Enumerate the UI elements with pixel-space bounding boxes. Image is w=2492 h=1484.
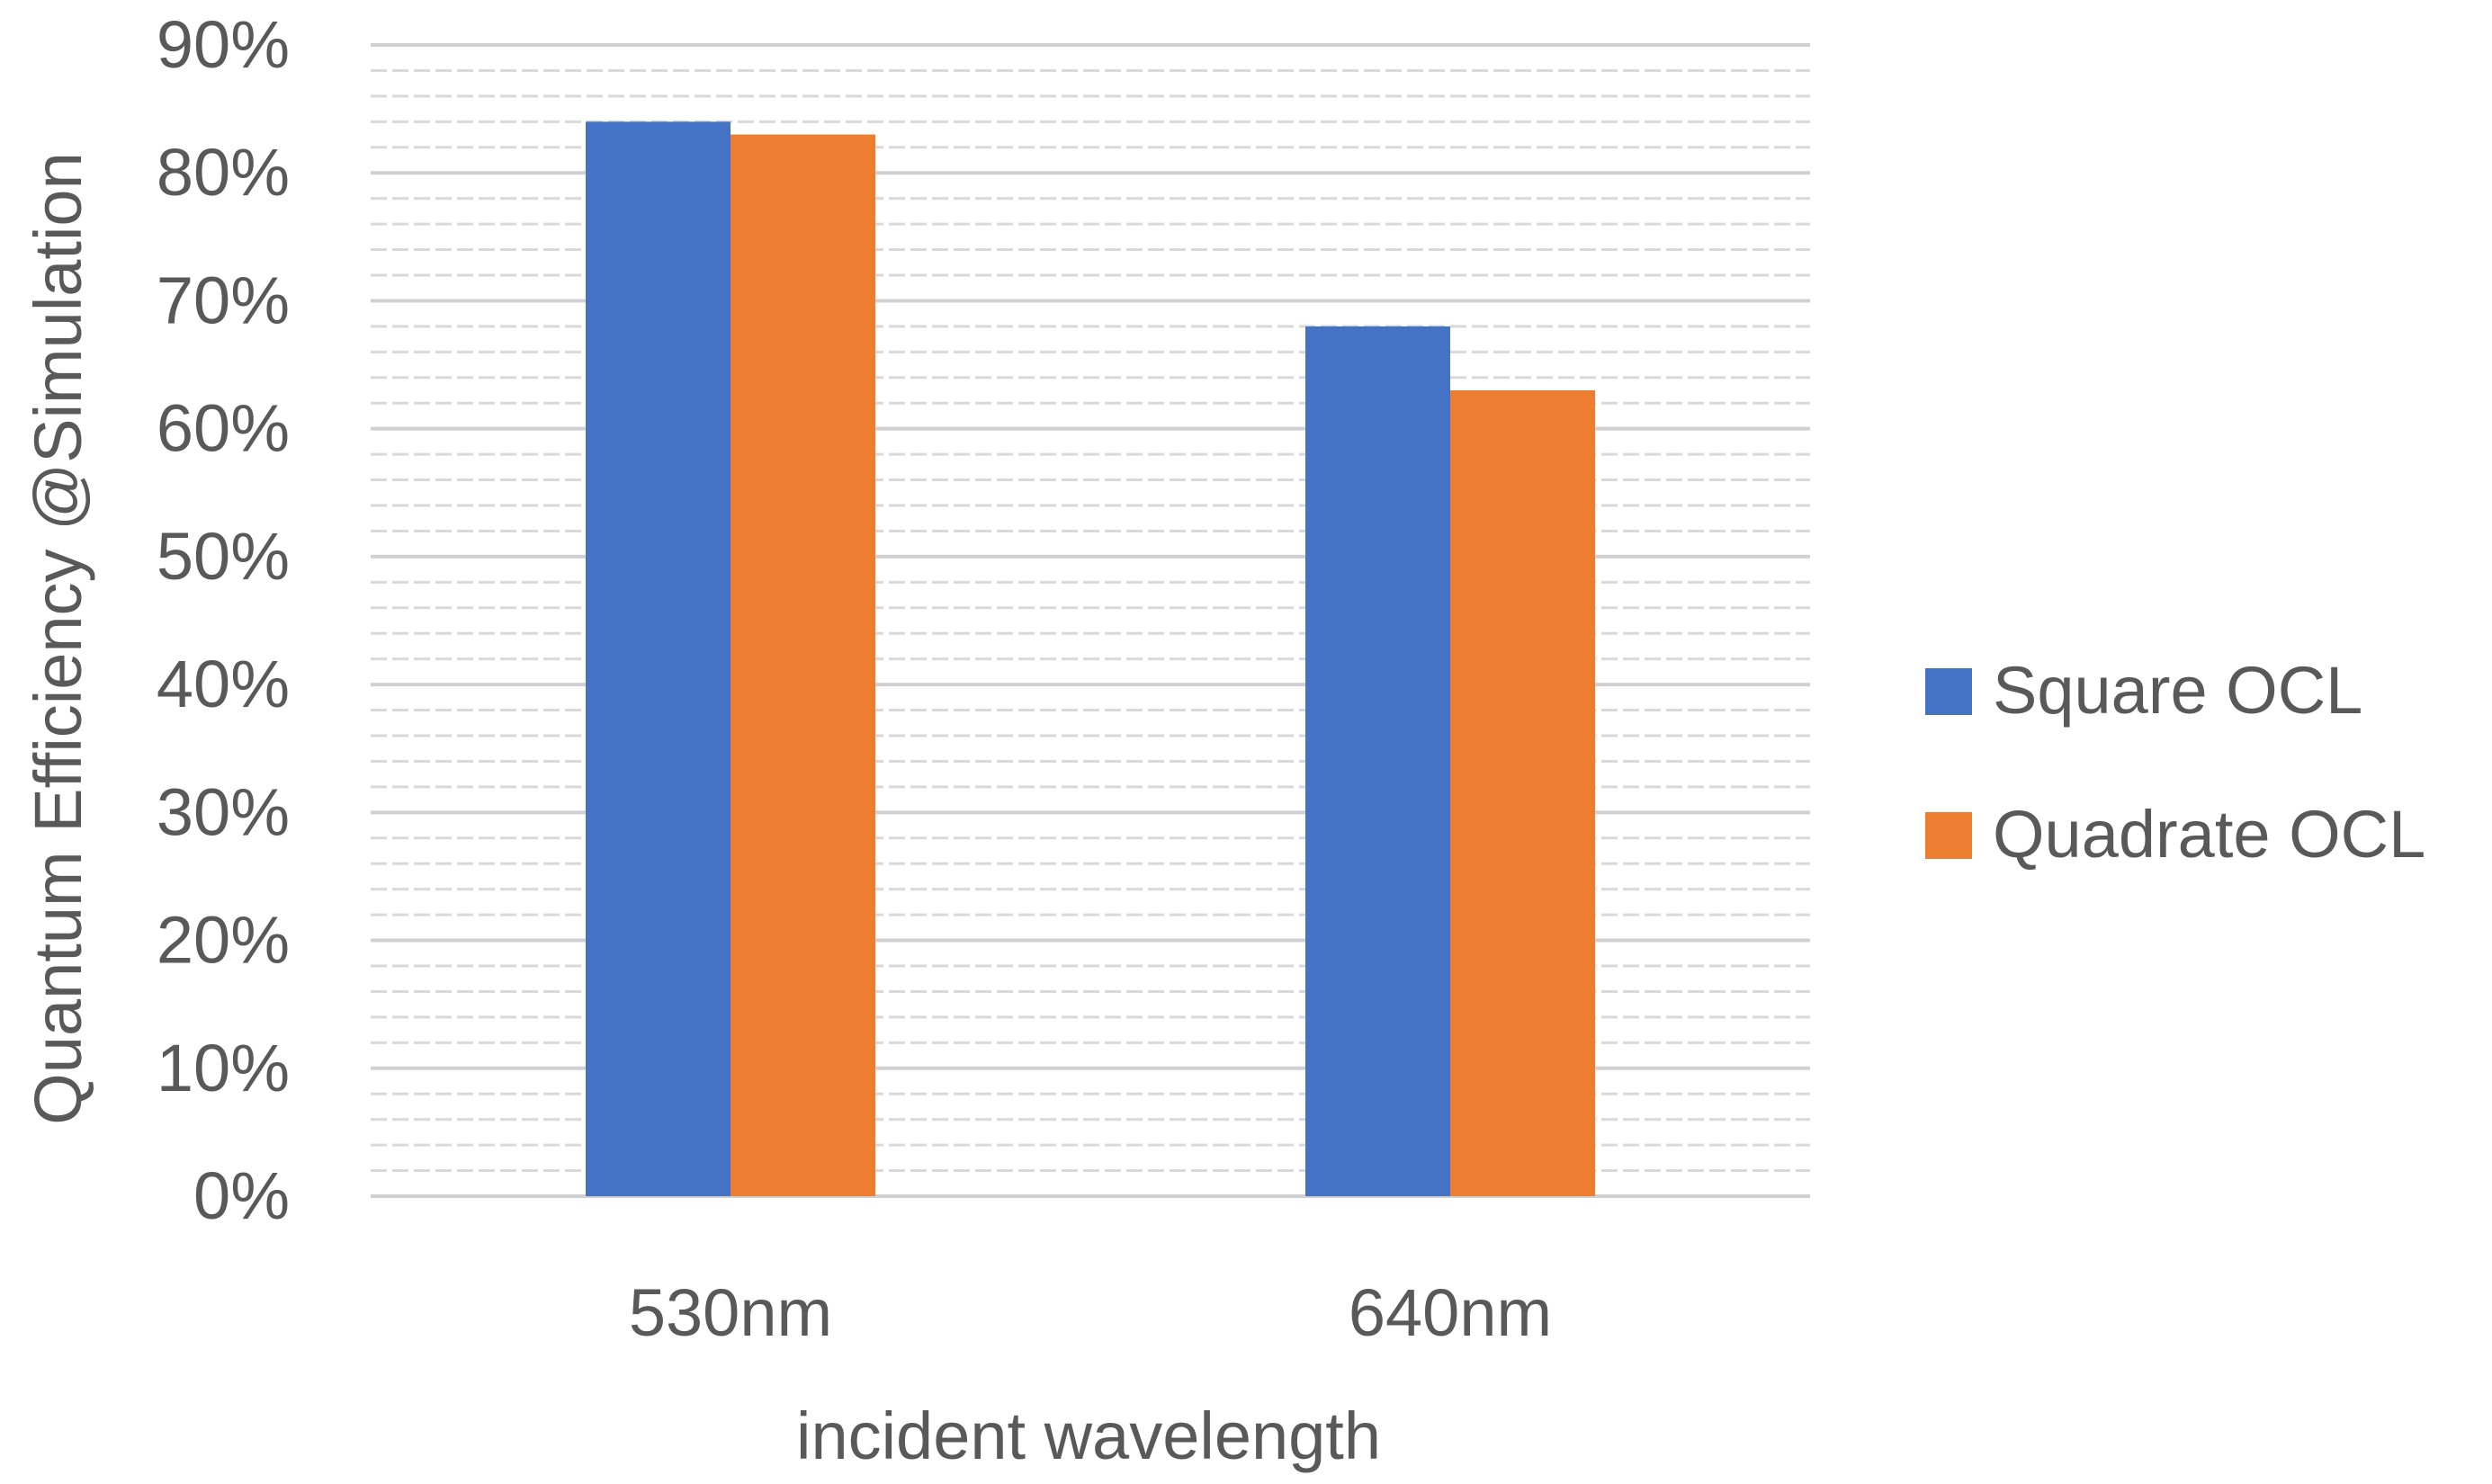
y-axis-title: Quantum Efficiency @Simulation (21, 152, 95, 1124)
bar-quadrate-ocl-640nm (1450, 390, 1595, 1196)
legend-label: Quadrate OCL (1993, 797, 2425, 872)
legend-label: Square OCL (1993, 653, 2362, 728)
y-tick-label: 80% (157, 135, 290, 210)
bar-square-ocl-640nm (1305, 326, 1450, 1196)
y-tick-label: 60% (157, 391, 290, 466)
x-tick-label: 640nm (1349, 1275, 1552, 1350)
y-tick-label: 20% (157, 903, 290, 978)
legend-swatch (1925, 668, 1972, 715)
y-tick-label: 70% (157, 263, 290, 337)
x-tick-label: 530nm (629, 1275, 832, 1350)
x-axis-title: incident wavelength (796, 1399, 1381, 1473)
x-axis-ticks: 530nm 640nm (629, 1275, 1552, 1350)
y-tick-label: 10% (157, 1031, 290, 1105)
bar-square-ocl-530nm (586, 121, 731, 1196)
y-tick-label: 0% (193, 1158, 290, 1233)
y-tick-label: 50% (157, 519, 290, 594)
y-tick-label: 30% (157, 774, 290, 849)
y-axis-ticks: 0% 10% 20% 30% 40% 50% 60% 70% 80% 90% (157, 7, 290, 1233)
legend: Square OCL Quadrate OCL (1925, 653, 2425, 872)
y-tick-label: 40% (157, 647, 290, 721)
bar-quadrate-ocl-530nm (731, 134, 875, 1197)
legend-swatch (1925, 812, 1972, 859)
bars (586, 121, 1595, 1197)
y-tick-label: 90% (157, 7, 290, 82)
